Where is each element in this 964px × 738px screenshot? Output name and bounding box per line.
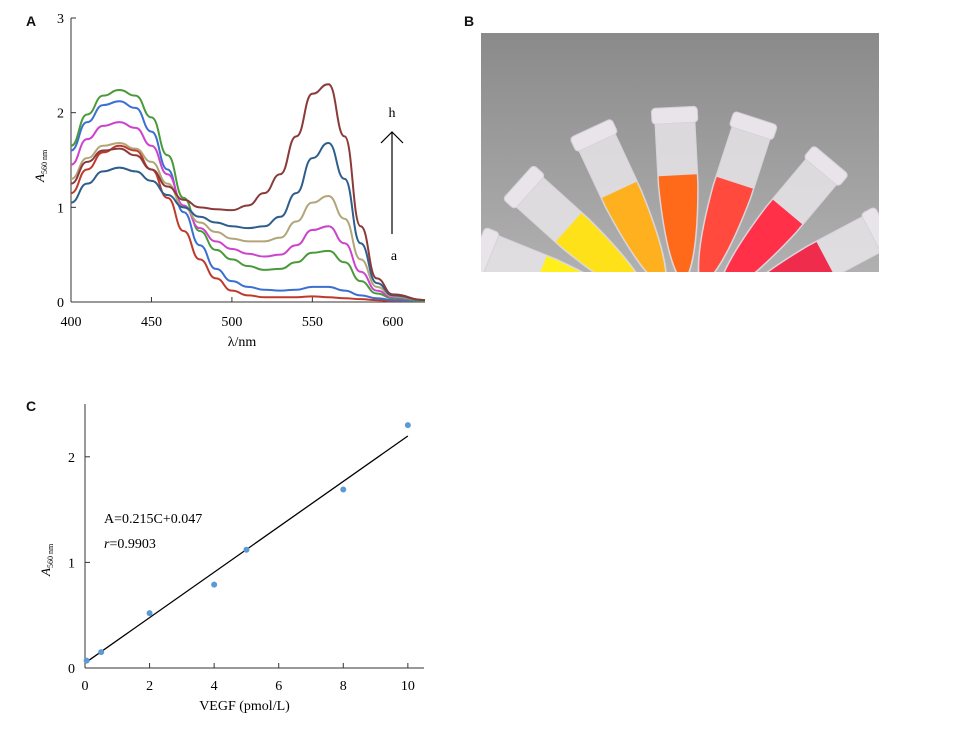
data-point-3 [146, 610, 153, 617]
x-tick-label: 400 [61, 315, 82, 330]
calibration-scatter-chart: 0 1 2 0 2 4 6 8 10 VEGF (pmol/L) A560 nm A=0.215C+0… [38, 404, 424, 714]
spectrum-line-5 [70, 141, 426, 302]
spectrum-line-3 [70, 88, 426, 303]
tube-liquid [699, 176, 753, 272]
tube-liquid [718, 199, 803, 272]
tube-3 [570, 119, 668, 272]
tubes-photo [481, 33, 879, 272]
spectrum-line-1 [70, 144, 425, 303]
tube-5 [697, 111, 778, 272]
label-h: h [389, 106, 396, 121]
tube-7 [727, 207, 879, 272]
data-point-4 [211, 581, 218, 588]
x-tick-label: 0 [82, 679, 89, 694]
panel-label-b: B [464, 13, 475, 29]
arrow-head [380, 131, 404, 144]
tube-group [481, 105, 879, 272]
tube-2 [503, 165, 651, 272]
tube-liquid [731, 242, 835, 272]
tube-liquid [602, 181, 666, 272]
y-axis-title: A560 nm [32, 149, 49, 183]
x-axis-title: VEGF (pmol/L) [199, 699, 290, 714]
x-tick-label: 550 [302, 315, 323, 330]
x-tick-label: 2 [146, 679, 153, 694]
y-tick-label: 2 [68, 451, 75, 466]
spectrum-line-4 [70, 121, 426, 302]
data-point-6 [340, 486, 347, 493]
tube-1 [481, 227, 643, 272]
x-tick-label: 6 [275, 679, 282, 694]
x-axis-title: λ/nm [228, 335, 257, 350]
data-point-2 [98, 649, 105, 656]
spectrum-line-6 [70, 141, 426, 302]
y-tick-label: 0 [68, 662, 75, 677]
tube-liquid [532, 256, 639, 272]
data-point-7 [404, 422, 411, 429]
x-tick-label: 10 [401, 679, 415, 694]
tube-cap [650, 105, 699, 125]
y-axis-title: A560 nm [38, 543, 55, 577]
tube-body [483, 235, 643, 272]
y-tick-label: 2 [57, 107, 64, 122]
x-tick-label: 4 [211, 679, 218, 694]
y-tick-label: 1 [57, 201, 64, 216]
panel-label-a: A [26, 13, 37, 29]
spectrum-line-2 [70, 100, 426, 303]
absorbance-spectra-chart: 0 1 2 3 400 450 500 550 600 λ/nm A560 nm h a [32, 12, 426, 350]
panel-label-c: C [26, 398, 37, 414]
data-point-5 [243, 546, 250, 553]
spectrum-line-7 [70, 83, 426, 302]
x-tick-label: 500 [221, 315, 242, 330]
tube-6 [716, 146, 848, 272]
y-tick-label: 1 [68, 556, 75, 571]
x-tick-label: 450 [141, 315, 162, 330]
y-tick-label: 0 [57, 296, 64, 311]
tube-4 [650, 105, 699, 272]
fit-equation: A=0.215C+0.047 [104, 512, 202, 527]
tube-liquid [555, 213, 649, 272]
correlation-label: r=0.9903 [104, 537, 156, 552]
x-tick-label: 8 [340, 679, 347, 694]
x-tick-label: 600 [382, 315, 403, 330]
tube-liquid [658, 174, 698, 272]
y-tick-label: 3 [57, 12, 64, 27]
data-point-1 [83, 657, 90, 664]
label-a: a [391, 249, 398, 264]
